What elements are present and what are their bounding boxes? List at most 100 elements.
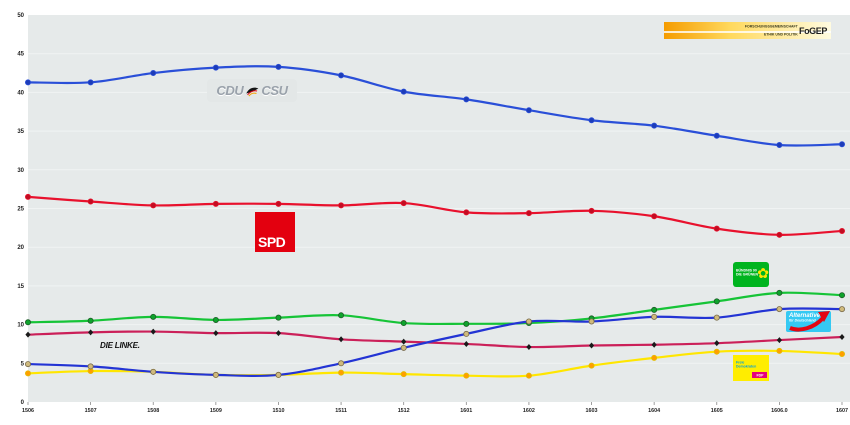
x-axis-label: 1509 bbox=[210, 408, 222, 414]
data-point bbox=[338, 336, 344, 343]
data-point bbox=[463, 209, 470, 216]
spd-logo: SPD bbox=[255, 212, 295, 252]
data-point bbox=[24, 79, 31, 86]
data-point bbox=[150, 368, 157, 375]
series-line bbox=[26, 65, 844, 147]
afd-line1: Alternative bbox=[789, 313, 821, 319]
x-axis-label: 1506 bbox=[22, 408, 34, 414]
data-point bbox=[588, 318, 595, 325]
y-axis-label: 5 bbox=[21, 361, 25, 367]
data-point bbox=[275, 200, 282, 207]
data-point bbox=[275, 371, 282, 378]
data-point bbox=[400, 320, 407, 327]
data-point bbox=[212, 316, 219, 323]
y-axis-label: 45 bbox=[17, 52, 24, 58]
series-afd bbox=[24, 306, 846, 378]
data-point bbox=[212, 371, 219, 378]
data-point bbox=[839, 351, 846, 358]
data-point bbox=[776, 306, 783, 313]
fdp-line1: Freie bbox=[736, 361, 745, 365]
data-point bbox=[463, 330, 470, 337]
data-point bbox=[776, 347, 783, 354]
data-point bbox=[651, 306, 658, 313]
data-point bbox=[588, 342, 595, 349]
data-point bbox=[24, 361, 31, 368]
x-axis-label: 1604 bbox=[648, 408, 660, 414]
data-point bbox=[713, 298, 720, 305]
data-point bbox=[24, 319, 31, 326]
data-point bbox=[87, 79, 94, 86]
data-point bbox=[525, 372, 532, 379]
data-point bbox=[338, 72, 345, 79]
data-point bbox=[713, 348, 720, 355]
x-axis-label: 1511 bbox=[335, 408, 347, 414]
fogep-logo: FORSCHUNGSGEMEINSCHAFT ETHIK UND POLITIK… bbox=[664, 22, 831, 39]
data-point bbox=[651, 341, 657, 348]
data-point bbox=[525, 107, 532, 114]
afd-arrow-icon bbox=[789, 311, 830, 332]
y-axis-label: 15 bbox=[17, 284, 24, 290]
data-point bbox=[401, 338, 407, 345]
x-axis-label: 1510 bbox=[272, 408, 284, 414]
data-point bbox=[713, 314, 720, 321]
cdu-label: CDU bbox=[216, 83, 244, 98]
x-axis-label: 1507 bbox=[85, 408, 97, 414]
data-point bbox=[150, 202, 157, 209]
data-point bbox=[776, 142, 783, 149]
data-point bbox=[713, 132, 720, 139]
series-spd bbox=[24, 193, 846, 238]
gruene-logo: BÜNDNIS 90 DIE GRÜNEN ✿ bbox=[733, 262, 769, 287]
data-point bbox=[25, 331, 31, 338]
series-grüne bbox=[24, 289, 846, 327]
data-point bbox=[839, 141, 846, 148]
x-axis-label: 1602 bbox=[523, 408, 535, 414]
data-point bbox=[212, 200, 219, 207]
fdp-logo: Freie Demokraten FDP bbox=[733, 355, 769, 381]
data-point bbox=[88, 329, 94, 336]
data-point bbox=[588, 362, 595, 369]
data-point bbox=[776, 337, 782, 344]
series-line bbox=[26, 307, 844, 377]
data-point bbox=[526, 344, 532, 351]
data-point bbox=[588, 207, 595, 214]
x-axis-label: 1606.0 bbox=[771, 408, 788, 414]
die-linke-logo: DIE LINKE. bbox=[100, 341, 140, 350]
y-axis-label: 50 bbox=[17, 13, 24, 19]
gruene-line1: BÜNDNIS 90 bbox=[736, 269, 757, 273]
data-point bbox=[463, 372, 470, 379]
fogep-text: FORSCHUNGSGEMEINSCHAFT ETHIK UND POLITIK bbox=[692, 23, 798, 38]
data-point bbox=[338, 369, 345, 376]
data-point bbox=[150, 70, 157, 77]
x-axis-label: 1508 bbox=[147, 408, 159, 414]
data-point bbox=[776, 231, 783, 238]
data-point bbox=[776, 289, 783, 296]
x-axis-label: 1603 bbox=[586, 408, 598, 414]
data-point bbox=[839, 227, 846, 234]
data-point bbox=[525, 318, 532, 325]
data-point bbox=[338, 360, 345, 367]
x-axis-label: 1607 bbox=[836, 408, 848, 414]
cdu-csu-logo: CDU CSU bbox=[207, 79, 297, 102]
x-axis-label: 1512 bbox=[398, 408, 410, 414]
cdu-eagle-icon bbox=[246, 87, 259, 96]
data-point bbox=[400, 344, 407, 351]
data-point bbox=[651, 122, 658, 129]
data-point bbox=[150, 313, 157, 320]
data-point bbox=[400, 371, 407, 378]
data-point bbox=[275, 314, 282, 321]
data-point bbox=[588, 117, 595, 124]
data-point bbox=[463, 320, 470, 327]
series-line bbox=[26, 195, 844, 236]
data-point bbox=[24, 193, 31, 200]
data-point bbox=[839, 333, 845, 340]
series-line bbox=[26, 330, 844, 349]
csu-label: CSU bbox=[261, 83, 288, 98]
gruene-line2: DIE GRÜNEN bbox=[736, 273, 758, 277]
data-point bbox=[651, 354, 658, 361]
data-point bbox=[400, 200, 407, 207]
gruene-label: BÜNDNIS 90 DIE GRÜNEN bbox=[736, 269, 769, 285]
data-point bbox=[839, 306, 846, 313]
y-axis-label: 10 bbox=[17, 323, 24, 329]
y-axis-label: 20 bbox=[17, 245, 24, 251]
